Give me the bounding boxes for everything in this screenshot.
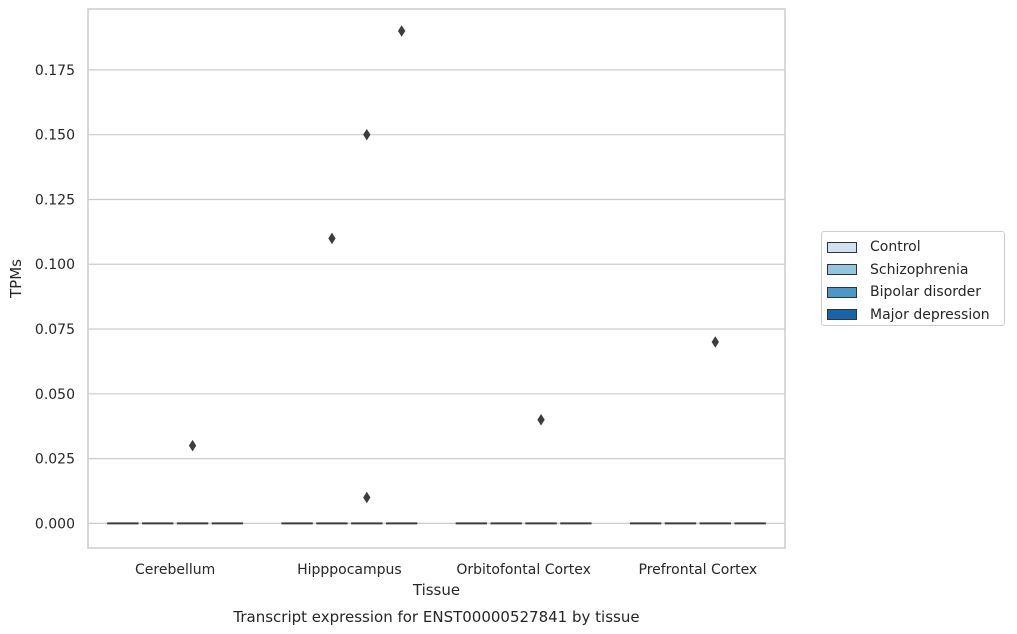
outlier-point (363, 128, 371, 141)
legend-item: Control (827, 236, 1004, 259)
y-axis-label: TPMs (7, 259, 25, 299)
legend-swatch (827, 309, 857, 321)
legend-swatch (827, 241, 857, 253)
legend-label: Major depression (870, 306, 990, 323)
x-tick-label: Cerebellum (135, 562, 215, 578)
outlier-point (711, 336, 719, 348)
legend: Control Schizophrenia Bipolar disorder Majo… (821, 231, 1005, 326)
legend-label: Bipolar disorder (870, 284, 982, 301)
y-tick-label: 0.000 (35, 516, 75, 532)
y-tick-label: 0.150 (35, 128, 75, 144)
legend-item: Schizophrenia (827, 259, 1004, 282)
plot-area-frame (87, 8, 786, 549)
legend-item: Major depression (827, 304, 1004, 327)
outlier-point (188, 439, 197, 452)
legend-label: Control (870, 239, 921, 256)
chart-title: Transcript expression for ENST0000052784… (232, 608, 639, 626)
y-tick-label: 0.125 (35, 192, 75, 208)
x-tick-label: Hipppocampus (297, 562, 402, 578)
legend-swatch (827, 264, 857, 276)
x-tick-label: Orbitofontal Cortex (456, 562, 591, 578)
outlier-point (363, 491, 371, 504)
y-tick-label: 0.050 (35, 387, 75, 403)
y-tick-label: 0.100 (35, 257, 75, 273)
outliers (188, 25, 719, 504)
outlier-point (328, 232, 336, 245)
x-tick-label: Prefrontal Cortex (639, 562, 758, 578)
x-axis-label: Tissue (412, 581, 460, 599)
legend-item: Bipolar disorder (827, 281, 1004, 304)
legend-swatch (827, 286, 857, 298)
x-tick-labels: Cerebellum Hipppocampus Orbitofontal Corte… (135, 562, 757, 578)
legend-label: Schizophrenia (870, 261, 969, 278)
outlier-point (397, 25, 406, 37)
y-tick-label: 0.175 (35, 63, 75, 79)
y-tick-label: 0.075 (35, 322, 75, 338)
y-tick-label: 0.025 (35, 452, 75, 468)
y-tick-labels: 0.000 0.025 0.050 0.075 0.100 0.125 0.150 0.175 (35, 63, 75, 532)
outlier-point (537, 413, 545, 426)
gridlines (88, 69, 785, 524)
